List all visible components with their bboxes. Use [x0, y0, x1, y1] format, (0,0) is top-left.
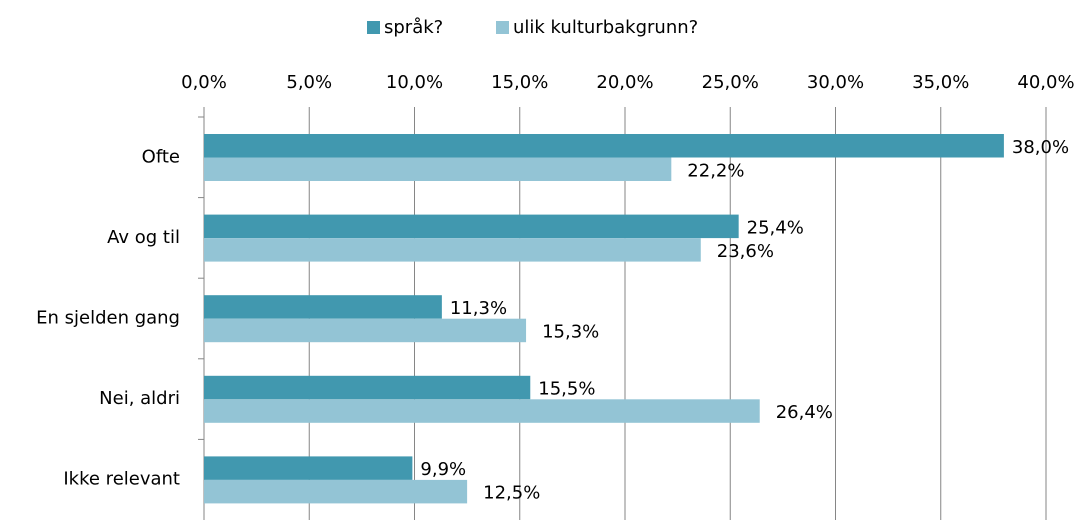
x-tick-label: 10,0% [386, 72, 443, 93]
value-label: 15,3% [542, 321, 599, 342]
y-tick-label: Av og til [107, 227, 180, 248]
bar [204, 318, 527, 343]
x-tick-label: 40,0% [1017, 72, 1074, 93]
y-tick-label: Nei, aldri [99, 388, 180, 409]
bar [204, 134, 1004, 158]
bar [204, 238, 701, 262]
value-label: 9,9% [420, 459, 466, 480]
bar [204, 456, 413, 480]
y-tick-label: Ofte [142, 146, 180, 167]
x-tick-label: 0,0% [181, 72, 227, 93]
value-label: 23,6% [717, 241, 774, 262]
x-tick-label: 25,0% [702, 72, 759, 93]
value-label: 26,4% [776, 402, 833, 423]
x-tick-label: 20,0% [596, 72, 653, 93]
value-label: 11,3% [450, 298, 507, 319]
x-tick-label: 35,0% [912, 72, 969, 93]
legend-label: språk? [384, 17, 443, 38]
bar [204, 479, 468, 504]
y-tick-label: En sjelden gang [36, 308, 180, 329]
x-tick-label: 5,0% [286, 72, 332, 93]
value-label: 25,4% [747, 217, 804, 238]
bar [204, 295, 442, 319]
legend-swatch [367, 21, 380, 34]
bar [204, 214, 739, 239]
x-tick-label: 30,0% [807, 72, 864, 93]
x-tick-label: 15,0% [491, 72, 548, 93]
legend-label: ulik kulturbakgrunn? [513, 17, 698, 38]
y-tick-label: Ikke relevant [63, 469, 180, 490]
value-label: 15,5% [538, 379, 595, 400]
value-label: 38,0% [1012, 137, 1069, 158]
bar [204, 399, 760, 423]
legend-swatch [496, 21, 509, 34]
bar [204, 375, 531, 400]
value-label: 12,5% [483, 483, 540, 504]
bar [204, 157, 672, 181]
value-label: 22,2% [687, 160, 744, 181]
